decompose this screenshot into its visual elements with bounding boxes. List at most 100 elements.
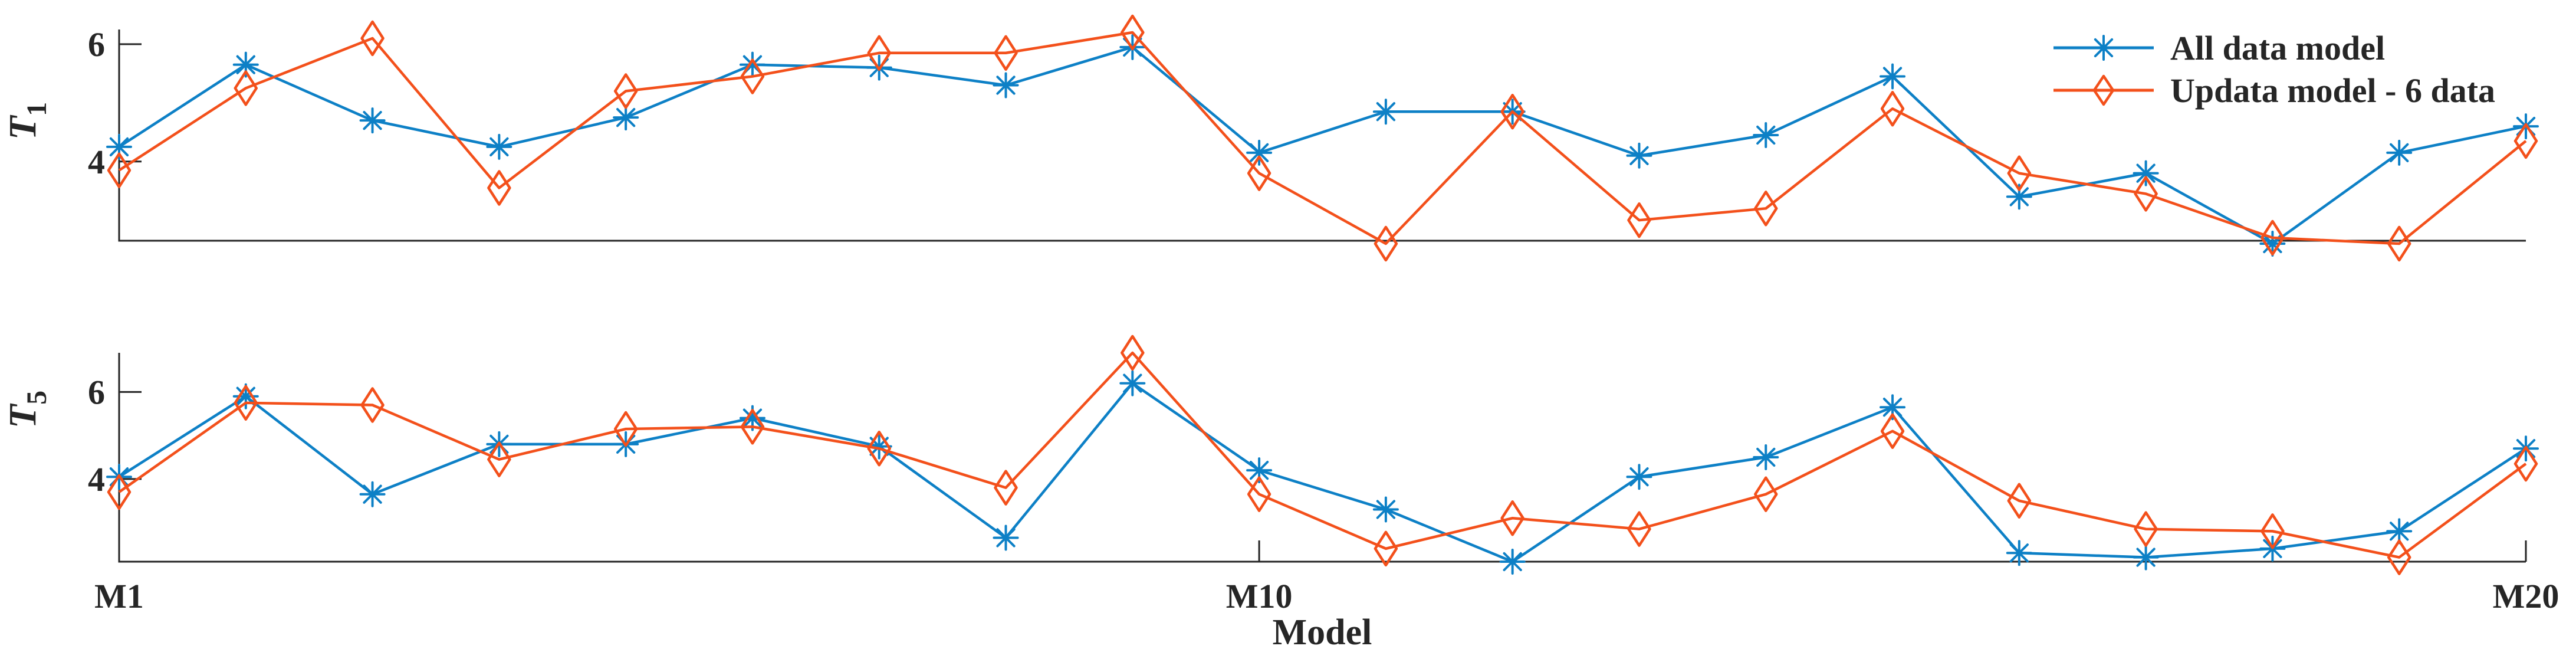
asterisk-spoke [616, 108, 636, 127]
top-asterisk-marker [613, 104, 639, 131]
y-axis-label-subscript: 5 [21, 391, 52, 405]
bottom-diamond-marker [1627, 511, 1651, 547]
y-axis-label-base: T [1, 403, 44, 428]
asterisk-spoke [109, 137, 129, 157]
asterisk-spoke [1756, 447, 1776, 467]
bottom-diamond-marker [2387, 539, 2411, 575]
bottom-asterisk-marker [1119, 370, 1146, 396]
top-diamond-marker [2513, 123, 2538, 159]
asterisk-spoke [2390, 522, 2409, 541]
legend-label: Updata model - 6 data [2170, 71, 2495, 110]
asterisk-spoke [1503, 552, 1522, 572]
bottom-series-line-updata-model [118, 351, 2527, 559]
top-diamond-marker [613, 73, 638, 109]
top-asterisk-marker [993, 72, 1019, 99]
asterisk-spoke [1629, 146, 1649, 165]
asterisk-spoke [1249, 143, 1269, 162]
bottom-asterisk-marker [1372, 496, 1399, 523]
top-asterisk-marker [1753, 122, 1779, 148]
bottom-asterisk-marker [1626, 464, 1652, 490]
asterisk-spoke [1882, 398, 1903, 417]
x-tick-label-m20: M20 [2493, 577, 2559, 615]
top-diamond-marker [2007, 155, 2032, 191]
top-diamond-marker [1880, 91, 1905, 127]
legend-asterisk-marker [2091, 35, 2117, 61]
top-diamond-marker [487, 170, 511, 206]
asterisk-spoke [1123, 373, 1142, 393]
asterisk-spoke [2390, 143, 2409, 162]
asterisk-spoke [2009, 543, 2029, 563]
top-y-tick-label: 4 [88, 143, 105, 181]
top-asterisk-marker [1246, 139, 1273, 166]
bottom-diamond-marker [360, 387, 385, 423]
bottom-diamond-marker [994, 470, 1018, 506]
asterisk-spoke [363, 484, 382, 504]
top-asterisk-marker [359, 107, 386, 134]
top-diamond-marker [1500, 93, 1524, 130]
asterisk-spoke [2094, 38, 2114, 58]
top-y-axis-label: T1 [1, 102, 52, 140]
bottom-diamond-marker [613, 411, 638, 447]
top-asterisk-marker [486, 133, 512, 160]
top-diamond-marker [994, 35, 1018, 71]
asterisk-spoke [236, 55, 255, 74]
x-axis-title: Model [1273, 612, 1372, 653]
legend-label: All data model [2170, 29, 2385, 67]
top-diamond-marker [2260, 219, 2285, 256]
top-diamond-marker [1247, 155, 1271, 191]
asterisk-spoke [996, 528, 1016, 548]
asterisk-spoke [1629, 467, 1649, 487]
bottom-diamond-marker [1880, 413, 1905, 449]
y-axis-label-base: T [1, 114, 44, 140]
bottom-asterisk-marker [2386, 518, 2413, 545]
asterisk-spoke [996, 76, 1016, 95]
top-diamond-marker [1121, 14, 1145, 51]
top-diamond-marker [867, 35, 891, 71]
bottom-diamond-marker [1121, 335, 1145, 371]
asterisk-spoke [1376, 102, 1396, 122]
asterisk-spoke [2136, 163, 2156, 183]
bottom-series-line-all-data-model [118, 382, 2527, 563]
top-diamond-marker [234, 70, 258, 106]
bottom-diamond-marker [740, 409, 765, 445]
x-tick-label-m1: M1 [94, 577, 144, 615]
top-diamond-marker [2134, 176, 2158, 212]
top-series-line-updata-model [118, 31, 2527, 245]
bottom-diamond-marker [234, 385, 258, 421]
top-asterisk-marker [1880, 63, 1906, 90]
bottom-diamond-marker [2007, 483, 2032, 519]
asterisk-spoke [489, 137, 509, 157]
bottom-diamond-marker [1247, 476, 1271, 512]
x-tick-label-m10: M10 [1226, 577, 1293, 615]
bottom-asterisk-marker [359, 481, 386, 507]
top-asterisk-marker [2133, 160, 2159, 186]
asterisk-spoke [363, 110, 382, 130]
asterisk-spoke [2009, 187, 2029, 206]
asterisk-spoke [2136, 548, 2156, 567]
top-diamond-marker [740, 58, 765, 94]
top-diamond-marker [1754, 191, 1778, 227]
bottom-diamond-marker [2260, 513, 2285, 549]
bottom-diamond-marker [487, 441, 511, 477]
top-diamond-marker [107, 152, 132, 188]
bottom-diamond-marker [2134, 511, 2158, 547]
y-axis-label-subscript: 1 [21, 102, 52, 116]
asterisk-spoke [1882, 67, 1903, 86]
top-diamond-marker [360, 20, 385, 57]
asterisk-spoke [1249, 460, 1269, 480]
top-series-line-all-data-model [118, 45, 2526, 245]
top-asterisk-marker [1372, 99, 1399, 125]
bottom-asterisk-marker [2133, 544, 2159, 571]
top-asterisk-marker [2386, 139, 2413, 166]
bottom-diamond-marker [2513, 445, 2538, 482]
top-diamond-marker [1627, 202, 1651, 238]
bottom-diamond-marker [1500, 500, 1524, 536]
bottom-y-tick-label: 6 [88, 373, 105, 411]
bottom-diamond-marker [1374, 530, 1398, 567]
asterisk-spoke [236, 386, 255, 406]
bottom-diamond-marker [867, 431, 891, 467]
bottom-asterisk-marker [2006, 540, 2032, 566]
asterisk-spoke [742, 408, 763, 428]
